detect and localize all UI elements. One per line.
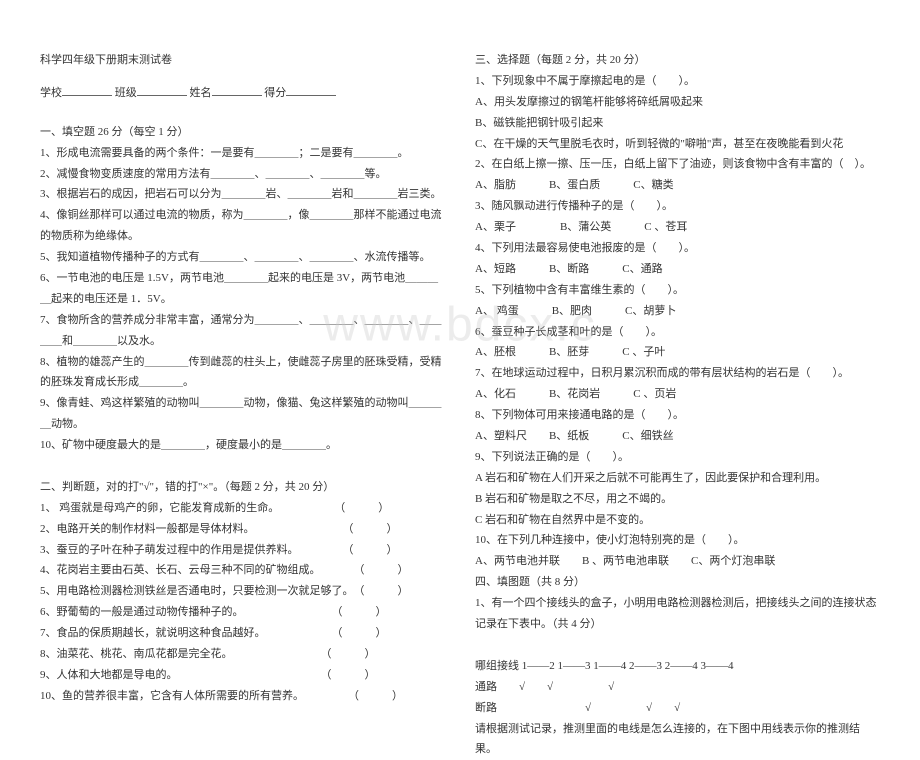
fill-q7: 7、食物所含的营养成分非常丰富，通常分为＿＿＿＿、＿＿＿＿、＿＿＿＿、＿＿＿＿和… [40, 310, 445, 352]
judge-q7-text: 7、食品的保质期越长，就说明这种食品越好。 [40, 627, 260, 639]
student-info-line: 学校 班级 姓名 得分 [40, 83, 445, 104]
figure-q1: 1、有一个四个接线头的盒子，小明用电路检测器检测后，把接线头之间的连接状态记录在… [475, 593, 880, 635]
school-blank [62, 84, 112, 96]
choice-q9b: B 岩石和矿物是取之不尽，用之不竭的。 [475, 489, 880, 510]
paren: （ ） [359, 564, 409, 576]
judge-q2-text: 2、电路开关的制作材料一般都是导体材料。 [40, 523, 249, 535]
fill-q8: 8、植物的雄蕊产生的＿＿＿＿传到雌蕊的柱头上，使雌蕊子房里的胚珠受精，受精的胚珠… [40, 352, 445, 394]
table-row1: 通路 √ √ √ [475, 677, 880, 698]
choice-q8: 8、下列物体可用来接通电路的是（ ）。 [475, 405, 880, 426]
judge-q6-text: 6、野葡萄的一般是通过动物传播种子的。 [40, 606, 238, 618]
paren: （ ） [348, 544, 398, 556]
choice-q8a: A、塑料尺 B、纸板 C、细铁丝 [475, 426, 880, 447]
paren: （ ） [337, 627, 387, 639]
fill-q2: 2、减慢食物变质速度的常用方法有＿＿＿＿、＿＿＿＿、＿＿＿＿等。 [40, 164, 445, 185]
fill-q5: 5、我知道植物传播种子的方式有＿＿＿＿、＿＿＿＿、＿＿＿＿、水流传播等。 [40, 247, 445, 268]
judge-q5: 5、用电路检测器检测铁丝是否通电时，只要检测一次就足够了。 （ ） [40, 581, 445, 602]
judge-q4: 4、花岗岩主要由石英、长石、云母三种不同的矿物组成。 （ ） [40, 560, 445, 581]
judge-q6: 6、野葡萄的一般是通过动物传播种子的。 （ ） [40, 602, 445, 623]
judge-q10-text: 10、鱼的营养很丰富，它含有人体所需要的所有营养。 [40, 690, 299, 702]
choice-q3a: A、栗子 B、蒲公英 C 、苍耳 [475, 217, 880, 238]
score-blank [286, 84, 336, 96]
table-header: 哪组接线 1——2 1——3 1——4 2——3 2——4 3——4 [475, 656, 880, 677]
score-label: 得分 [264, 87, 286, 99]
fill-q4: 4、像铜丝那样可以通过电流的物质，称为＿＿＿＿，像＿＿＿＿那样不能通过电流的物质… [40, 205, 445, 247]
section2-title: 二、判断题，对的打"√"，错的打"×"。（每题 2 分，共 20 分） [40, 477, 445, 498]
judge-q8: 8、油菜花、桃花、南瓜花都是完全花。 （ ） [40, 644, 445, 665]
class-label: 班级 [115, 87, 137, 99]
paren: （ ） [326, 669, 376, 681]
judge-q1: 1、 鸡蛋就是母鸡产的卵，它能发育成新的生命。 （ ） [40, 498, 445, 519]
choice-q1b: B、磁铁能把钢针吸引起来 [475, 113, 880, 134]
fill-q1: 1、形成电流需要具备的两个条件：一是要有＿＿＿＿；二是要有＿＿＿＿。 [40, 143, 445, 164]
judge-q5-text: 5、用电路检测器检测铁丝是否通电时，只要检测一次就足够了。 [40, 585, 348, 597]
choice-q1a: A、用头发摩擦过的钢笔杆能够将碎纸屑吸起来 [475, 92, 880, 113]
judge-q4-text: 4、花岗岩主要由石英、长石、云母三种不同的矿物组成。 [40, 564, 315, 576]
class-blank [137, 84, 187, 96]
judge-q1-text: 1、 鸡蛋就是母鸡产的卵，它能发育成新的生命。 [40, 502, 274, 514]
choice-q2: 2、在白纸上擦一擦、压一压，白纸上留下了油迹，则该食物中含有丰富的（ ）。 [475, 154, 880, 175]
choice-q1: 1、下列现象中不属于摩擦起电的是（ ）。 [475, 71, 880, 92]
choice-q10: 10、在下列几种连接中，使小灯泡特别亮的是（ ）。 [475, 530, 880, 551]
choice-q10a: A、两节电池并联 B 、两节电池串联 C、两个灯泡串联 [475, 551, 880, 572]
paren: （ ） [359, 585, 409, 597]
paren: （ ） [348, 523, 398, 535]
choice-q7: 7、在地球运动过程中，日积月累沉积而成的带有层状结构的岩石是（ ）。 [475, 363, 880, 384]
figure-q2: 请根据测试记录，推测里面的电线是怎么连接的，在下图中用线表示你的推测结果。 [475, 719, 880, 760]
choice-q9c: C 岩石和矿物在自然界中是不变的。 [475, 510, 880, 531]
judge-q2: 2、电路开关的制作材料一般都是导体材料。 （ ） [40, 519, 445, 540]
section3-title: 三、选择题（每题 2 分，共 20 分） [475, 50, 880, 71]
choice-q2a: A、脂肪 B、蛋白质 C、糖类 [475, 175, 880, 196]
judge-q10: 10、鱼的营养很丰富，它含有人体所需要的所有营养。 （ ） [40, 686, 445, 707]
left-column: 科学四年级下册期末测试卷 学校 班级 姓名 得分 一、填空题 26 分（每空 1… [40, 50, 445, 620]
choice-q4: 4、下列用法最容易使电池报废的是（ ）。 [475, 238, 880, 259]
school-label: 学校 [40, 87, 62, 99]
choice-q3: 3、随风飘动进行传播种子的是（ ）。 [475, 196, 880, 217]
name-label: 姓名 [190, 87, 212, 99]
exam-title: 科学四年级下册期末测试卷 [40, 50, 445, 71]
fill-q3: 3、根据岩石的成因，把岩石可以分为＿＿＿＿岩、＿＿＿＿岩和＿＿＿＿岩三类。 [40, 184, 445, 205]
table-row2: 断路 √ √ √ [475, 698, 880, 719]
judge-q9: 9、人体和大地都是导电的。 （ ） [40, 665, 445, 686]
judge-q3-text: 3、蚕豆的子叶在种子萌发过程中的作用是提供养料。 [40, 544, 293, 556]
choice-q6a: A、胚根 B、胚芽 C 、子叶 [475, 342, 880, 363]
paren: （ ） [354, 690, 404, 702]
choice-q1c: C、在干燥的天气里脱毛衣时，听到轻微的"噼啪"声，甚至在夜晚能看到火花 [475, 134, 880, 155]
choice-q9a: A 岩石和矿物在人们开采之后就不可能再生了，因此要保护和合理利用。 [475, 468, 880, 489]
section1-title: 一、填空题 26 分（每空 1 分） [40, 122, 445, 143]
choice-q7a: A、化石 B、花岗岩 C 、页岩 [475, 384, 880, 405]
fill-q10: 10、矿物中硬度最大的是＿＿＿＿，硬度最小的是＿＿＿＿。 [40, 435, 445, 456]
choice-q9: 9、下列说法正确的是（ ）。 [475, 447, 880, 468]
choice-q4a: A、短路 B、断路 C、通路 [475, 259, 880, 280]
choice-q5a: A、 鸡蛋 B、肥肉 C、胡萝卜 [475, 301, 880, 322]
name-blank [212, 84, 262, 96]
judge-q9-text: 9、人体和大地都是导电的。 [40, 669, 172, 681]
fill-q6: 6、一节电池的电压是 1.5V，两节电池＿＿＿＿起来的电压是 3V，两节电池＿＿… [40, 268, 445, 310]
section4-title: 四、填图题（共 8 分） [475, 572, 880, 593]
paren: （ ） [340, 502, 390, 514]
paren: （ ） [337, 606, 387, 618]
choice-q6: 6、蚕豆种子长成茎和叶的是（ ）。 [475, 322, 880, 343]
judge-q7: 7、食品的保质期越长，就说明这种食品越好。 （ ） [40, 623, 445, 644]
judge-q3: 3、蚕豆的子叶在种子萌发过程中的作用是提供养料。 （ ） [40, 540, 445, 561]
choice-q5: 5、下列植物中含有丰富维生素的（ ）。 [475, 280, 880, 301]
right-column: 三、选择题（每题 2 分，共 20 分） 1、下列现象中不属于摩擦起电的是（ ）… [475, 50, 880, 620]
fill-q9: 9、像青蛙、鸡这样繁殖的动物叫＿＿＿＿动物，像猫、兔这样繁殖的动物叫＿＿＿＿动物… [40, 393, 445, 435]
